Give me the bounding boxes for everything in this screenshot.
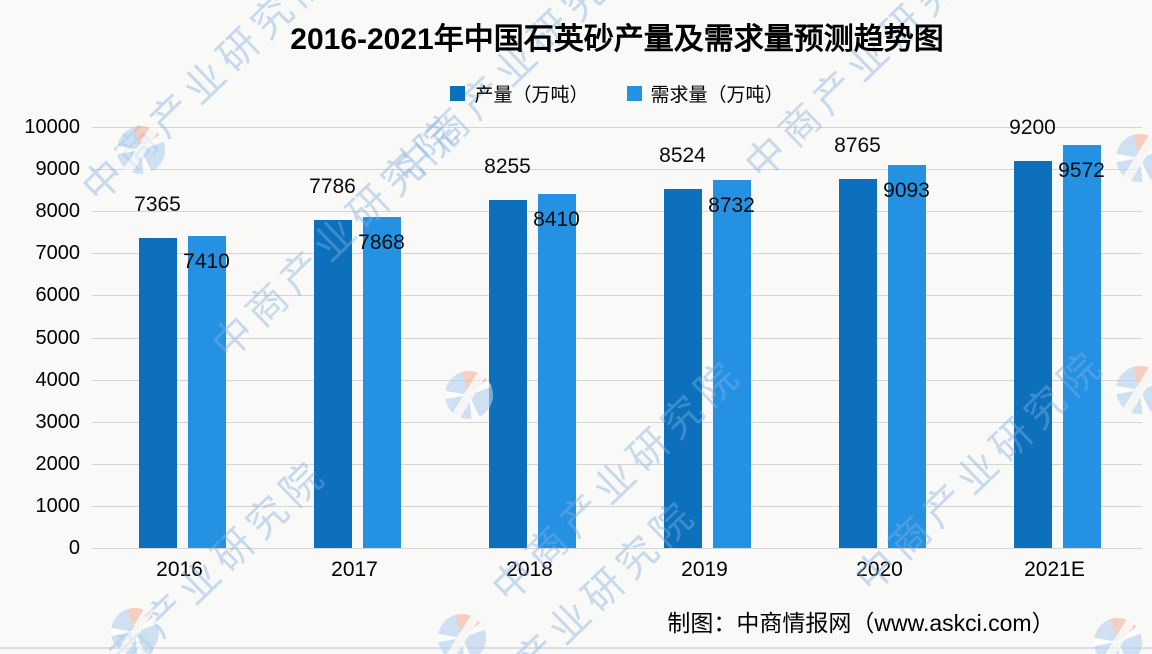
y-tick-label: 6000	[35, 284, 81, 307]
y-tick-label: 0	[68, 537, 80, 559]
bar-产量（万吨）-2020	[838, 178, 877, 548]
value-label-需求量（万吨）-2020: 9093	[883, 179, 930, 203]
value-label-产量（万吨）-2021E: 9200	[1009, 115, 1056, 139]
bar-需求量（万吨）-2018	[537, 193, 576, 548]
bar-需求量（万吨）-2017	[362, 216, 401, 548]
gridline	[92, 295, 1142, 297]
y-tick-label: 10000	[24, 116, 80, 138]
gridline	[92, 253, 1142, 255]
credit-line: 制图：中商情报网（www.askci.com）	[667, 610, 1055, 636]
value-label-产量（万吨）-2019: 8524	[659, 144, 706, 168]
x-tick-label: 2019	[681, 558, 728, 581]
value-label-产量（万吨）-2020: 8765	[834, 133, 881, 157]
bar-需求量（万吨）-2016	[187, 236, 226, 548]
bar-产量（万吨）-2018	[488, 200, 527, 548]
bar-需求量（万吨）-2019	[712, 180, 751, 548]
x-tick-label: 2016	[156, 558, 203, 581]
value-label-需求量（万吨）-2017: 7868	[358, 230, 405, 254]
legend-item-demand: 需求量（万吨）	[626, 80, 784, 107]
gridline	[92, 127, 1142, 128]
gridline	[92, 337, 1142, 339]
x-tick-label: 2021E	[1024, 558, 1085, 581]
gridline	[92, 211, 1142, 213]
legend-label-production: 产量（万吨）	[474, 85, 589, 106]
y-tick-label: 9000	[35, 158, 81, 181]
value-label-产量（万吨）-2018: 8255	[484, 155, 531, 179]
value-label-需求量（万吨）-2021E: 9572	[1058, 159, 1105, 183]
gridline	[92, 505, 1142, 507]
y-tick-label: 2000	[35, 452, 81, 475]
value-label-产量（万吨）-2017: 7786	[309, 175, 356, 199]
legend-label-demand: 需求量（万吨）	[650, 85, 784, 106]
value-label-需求量（万吨）-2019: 8732	[708, 194, 755, 218]
gridline	[92, 379, 1142, 381]
bar-需求量（万吨）-2020	[887, 165, 926, 548]
legend: 产量（万吨） 需求量（万吨）	[92, 80, 1142, 107]
gridline	[92, 169, 1142, 171]
bar-需求量（万吨）-2021E	[1062, 145, 1101, 548]
y-tick-label: 1000	[35, 494, 81, 517]
x-tick-label: 2018	[506, 558, 553, 581]
chart-title: 2016-2021年中国石英砂产量及需求量预测趋势图	[290, 23, 944, 56]
y-tick-label: 5000	[35, 326, 81, 349]
value-label-需求量（万吨）-2016: 7410	[183, 250, 230, 274]
y-tick-label: 7000	[35, 242, 81, 265]
value-label-需求量（万吨）-2018: 8410	[533, 207, 580, 231]
gridline	[92, 548, 1142, 549]
gridline	[92, 463, 1142, 465]
legend-swatch-production	[450, 86, 466, 101]
y-tick-label: 3000	[35, 410, 81, 433]
value-label-产量（万吨）-2016: 7365	[134, 192, 181, 216]
x-tick-label: 2017	[331, 558, 378, 581]
bar-产量（万吨）-2016	[138, 237, 177, 548]
gridline	[92, 421, 1142, 423]
x-tick-label: 2020	[856, 558, 903, 581]
y-tick-label: 8000	[35, 200, 81, 223]
legend-item-production: 产量（万吨）	[450, 80, 589, 107]
bottom-rule	[0, 647, 1152, 649]
legend-swatch-demand	[626, 86, 642, 101]
bar-产量（万吨）-2021E	[1013, 160, 1052, 548]
y-tick-label: 4000	[35, 368, 81, 391]
bar-产量（万吨）-2017	[313, 220, 352, 548]
bar-产量（万吨）-2019	[663, 189, 702, 548]
